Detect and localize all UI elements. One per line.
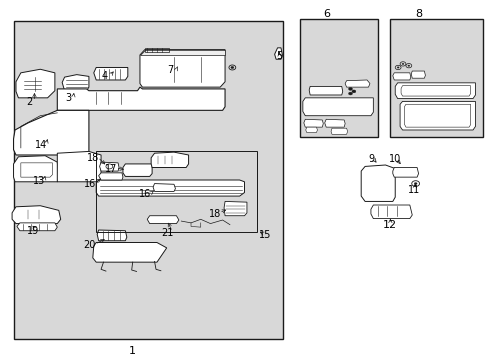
Bar [308,101,368,112]
Polygon shape [392,73,410,80]
Polygon shape [17,223,57,231]
Polygon shape [410,71,425,78]
Polygon shape [16,69,55,98]
Polygon shape [96,180,244,196]
Polygon shape [308,86,342,95]
Polygon shape [305,127,317,132]
Polygon shape [345,80,369,87]
Polygon shape [324,119,345,127]
Bar [300,19,377,137]
Polygon shape [57,87,224,111]
Polygon shape [140,50,224,87]
Polygon shape [303,119,323,127]
Polygon shape [97,230,126,241]
Text: 9: 9 [368,154,374,164]
Polygon shape [399,102,474,130]
Polygon shape [224,202,246,216]
Bar [366,168,386,178]
Polygon shape [394,83,474,99]
Circle shape [407,65,409,66]
Text: 17: 17 [104,163,117,174]
Bar [395,169,414,175]
Bar [99,245,154,258]
Text: 18: 18 [209,209,221,219]
Circle shape [351,90,355,93]
Text: 13: 13 [33,176,45,186]
Polygon shape [62,75,89,91]
Polygon shape [274,48,282,59]
Text: 5: 5 [276,51,282,61]
Bar [156,156,183,165]
Polygon shape [93,243,166,262]
Text: 7: 7 [167,65,173,75]
Bar [23,77,41,91]
Polygon shape [151,152,188,167]
Polygon shape [370,205,411,219]
Text: 4: 4 [102,71,108,81]
Polygon shape [12,206,61,224]
Bar [91,91,135,105]
Text: 10: 10 [388,154,401,164]
Polygon shape [14,156,59,182]
Polygon shape [14,111,89,155]
Bar [389,19,482,137]
Circle shape [230,66,233,68]
Text: 8: 8 [414,9,421,19]
Polygon shape [392,167,418,177]
Text: 1: 1 [129,346,136,356]
Circle shape [348,87,352,90]
Text: 21: 21 [161,228,174,238]
Bar [147,58,217,82]
Bar [21,209,52,219]
Polygon shape [122,164,152,176]
Text: 12: 12 [383,220,397,230]
Polygon shape [99,173,122,180]
Text: 19: 19 [27,226,39,236]
Bar [366,180,386,196]
Text: 6: 6 [323,9,330,19]
Text: 15: 15 [258,230,270,240]
Text: 2: 2 [26,97,32,107]
Text: 3: 3 [65,93,71,103]
Text: 16: 16 [139,189,151,199]
Text: 18: 18 [86,153,99,163]
Polygon shape [94,67,127,80]
Circle shape [401,63,403,64]
Circle shape [348,92,352,95]
Bar [14,21,283,339]
Polygon shape [57,152,101,182]
Text: 14: 14 [35,140,47,150]
Bar [126,166,148,174]
Bar [96,152,256,232]
Polygon shape [302,98,372,116]
Polygon shape [100,162,119,171]
Polygon shape [147,216,179,224]
Polygon shape [140,50,224,55]
Circle shape [396,67,398,68]
Text: 11: 11 [407,185,419,195]
Polygon shape [330,128,347,134]
Polygon shape [153,184,175,192]
Text: 16: 16 [83,179,96,189]
Polygon shape [361,165,394,202]
Text: 20: 20 [83,240,96,250]
Circle shape [413,183,416,185]
